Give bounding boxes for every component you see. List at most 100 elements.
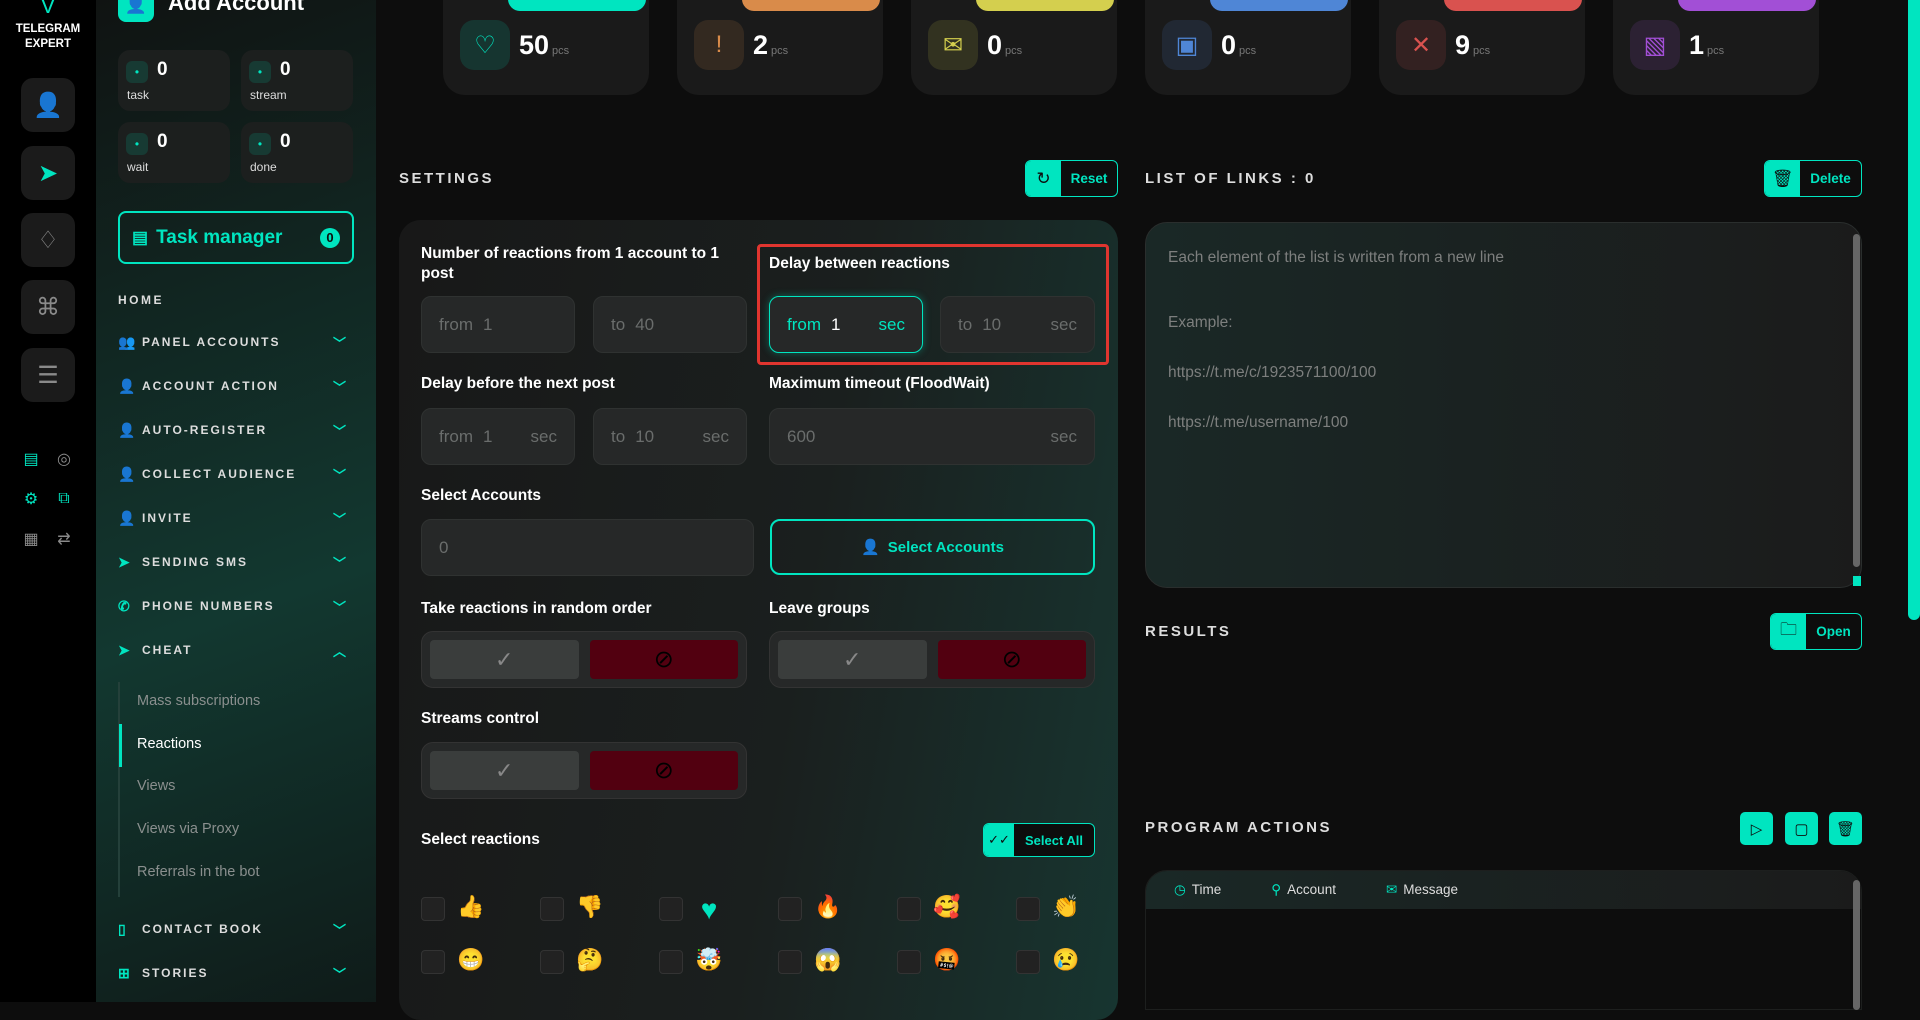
menu-collect-audience[interactable]: 👤 COLLECT AUDIENCE ﹀ xyxy=(118,462,354,486)
reaction-checkbox-thinking[interactable] xyxy=(540,950,564,974)
stat-tab[interactable] xyxy=(742,0,880,11)
resize-handle[interactable] xyxy=(1853,576,1861,586)
swap-icon[interactable]: ⇄ xyxy=(57,531,71,548)
max-timeout-input[interactable]: 600 sec xyxy=(769,408,1095,465)
select-all-button[interactable]: ✓✓ Select All xyxy=(983,823,1095,857)
reaction-checkbox-thumbs-up[interactable] xyxy=(421,897,445,921)
check-icon[interactable]: ✓ xyxy=(778,640,927,679)
hourglass-icon: • xyxy=(126,133,148,155)
column-account: ⚲ Account xyxy=(1271,882,1336,897)
streams-control-toggle[interactable]: ✓ ⊘ xyxy=(421,742,747,799)
menu-cheat[interactable]: ➤ CHEAT ︿ xyxy=(118,638,354,662)
reactions-from-input[interactable]: from 1 xyxy=(421,296,575,353)
nav-home[interactable]: HOME xyxy=(118,293,164,307)
play-button[interactable]: ▷ xyxy=(1740,812,1773,845)
menu-panel-accounts[interactable]: 👥 PANEL ACCOUNTS ﹀ xyxy=(118,330,354,354)
submenu-views[interactable]: Views xyxy=(137,778,176,794)
reaction-checkbox-crying[interactable] xyxy=(1016,950,1040,974)
open-results-button[interactable]: 🗀 Open xyxy=(1770,613,1862,650)
stop-button[interactable]: ▢ xyxy=(1785,812,1818,845)
reaction-checkbox-mind-blown[interactable] xyxy=(659,950,683,974)
links-textarea[interactable]: Each element of the list is written from… xyxy=(1145,222,1862,588)
diamond-icon: ♢ xyxy=(37,226,59,254)
stat-label: done xyxy=(250,160,277,174)
send-nav-button[interactable]: ➤ xyxy=(21,146,75,200)
menu-phone-numbers[interactable]: ✆ PHONE NUMBERS ﹀ xyxy=(118,594,354,618)
delay-between-to-input[interactable]: to 10 sec xyxy=(940,296,1095,353)
delay-next-to-input[interactable]: to 10 sec xyxy=(593,408,747,465)
reactions-to-input[interactable]: to 40 xyxy=(593,296,747,353)
page-scrollbar[interactable] xyxy=(1908,0,1920,620)
user-list-icon: 👤 xyxy=(118,465,138,482)
user-icon: 👤 xyxy=(861,539,880,556)
stat-value: 0 pcs xyxy=(1221,30,1256,61)
stat-value: 2 pcs xyxy=(753,30,788,61)
submenu-views-via-proxy[interactable]: Views via Proxy xyxy=(137,821,240,837)
icon-rail: V TELEGRAM EXPERT 👤 ➤ ♢ ⌘ ☰ ▤ ◎ ⚙ ⧉ ▦ ⇄ xyxy=(0,0,96,1002)
reaction-checkbox-grin[interactable] xyxy=(421,950,445,974)
command-nav-button[interactable]: ⌘ xyxy=(21,280,75,334)
menu-invite[interactable]: 👤 INVITE ﹀ xyxy=(118,506,354,530)
check-icon[interactable]: ✓ xyxy=(430,640,579,679)
user-network-icon[interactable]: ◎ xyxy=(57,451,71,468)
menu-stories[interactable]: ⊞ STORIES ﹀ xyxy=(118,961,354,985)
accounts-count: 0 xyxy=(439,537,449,557)
menu-auto-register[interactable]: 👤 AUTO-REGISTER ﹀ xyxy=(118,418,354,442)
reaction-checkbox-scream[interactable] xyxy=(778,950,802,974)
add-account-icon[interactable]: 👤 xyxy=(118,0,154,22)
user-nav-button[interactable]: 👤 xyxy=(21,78,75,132)
reaction-checkbox-clap[interactable] xyxy=(1016,897,1040,921)
reaction-checkbox-fire[interactable] xyxy=(778,897,802,921)
menu-contact-book[interactable]: ▯ CONTACT BOOK ﹀ xyxy=(118,917,354,941)
stat-tab[interactable] xyxy=(976,0,1114,11)
select-reactions-label: Select reactions xyxy=(421,831,540,848)
settings-gear-icon[interactable]: ⚙ xyxy=(23,491,39,508)
from-value: 1 xyxy=(831,314,841,334)
stat-number: 50 xyxy=(519,30,550,60)
user-plus-icon: 👤 xyxy=(118,421,138,438)
submenu-referrals-in-the-bot[interactable]: Referrals in the bot xyxy=(137,864,260,880)
stat-tab[interactable] xyxy=(1210,0,1348,11)
accounts-count-input[interactable]: 0 xyxy=(421,519,754,576)
add-account-button[interactable]: Add Account xyxy=(168,0,305,15)
delay-next-from-input[interactable]: from 1 sec xyxy=(421,408,575,465)
log-scrollbar[interactable] xyxy=(1853,880,1860,1010)
submenu-reactions[interactable]: Reactions xyxy=(137,736,202,752)
menu-sending-sms[interactable]: ➤ SENDING SMS ﹀ xyxy=(118,550,354,574)
settings-title: SETTINGS xyxy=(399,170,495,187)
forbidden-icon[interactable]: ⊘ xyxy=(589,640,738,679)
submenu-mass-subscriptions[interactable]: Mass subscriptions xyxy=(137,693,261,709)
task-manager-button[interactable]: ▤ Task manager 0 xyxy=(118,211,354,264)
check-icon[interactable]: ✓ xyxy=(430,751,579,790)
diamond-nav-button[interactable]: ♢ xyxy=(21,213,75,267)
server-check-icon[interactable]: ▤ xyxy=(23,451,39,468)
forbidden-icon[interactable]: ⊘ xyxy=(589,751,738,790)
textarea-scrollbar[interactable] xyxy=(1853,234,1860,567)
code-window-icon[interactable]: ⧉ xyxy=(58,490,70,507)
stat-tab[interactable] xyxy=(508,0,646,11)
delete-links-button[interactable]: 🗑 Delete xyxy=(1764,160,1862,197)
checklist-icon[interactable]: ▦ xyxy=(23,531,39,548)
delay-next-post-label: Delay before the next post xyxy=(421,375,615,392)
select-accounts-button[interactable]: 👤 Select Accounts xyxy=(770,519,1095,575)
delay-between-from-input[interactable]: from 1 sec xyxy=(769,296,923,353)
stat-tab[interactable] xyxy=(1678,0,1816,11)
stat-value: 0 xyxy=(280,59,291,80)
chevron-down-icon: ﹀ xyxy=(332,599,348,615)
unit-label: sec xyxy=(1050,314,1077,334)
database-nav-button[interactable]: ☰ xyxy=(21,348,75,402)
clock-icon: ◷ xyxy=(1174,882,1186,897)
stat-label: wait xyxy=(127,160,149,174)
reaction-checkbox-heart[interactable] xyxy=(659,897,683,921)
random-order-toggle[interactable]: ✓ ⊘ xyxy=(421,631,747,688)
clear-log-button[interactable]: 🗑 xyxy=(1829,812,1862,845)
reaction-checkbox-thumbs-down[interactable] xyxy=(540,897,564,921)
stat-tab[interactable] xyxy=(1444,0,1582,11)
reaction-checkbox-smiling-hearts[interactable] xyxy=(897,897,921,921)
leave-groups-toggle[interactable]: ✓ ⊘ xyxy=(769,631,1095,688)
stat-unit: pcs xyxy=(771,45,789,57)
reaction-checkbox-cursing[interactable] xyxy=(897,950,921,974)
forbidden-icon[interactable]: ⊘ xyxy=(937,640,1086,679)
menu-account-action[interactable]: 👤 ACCOUNT ACTION ﹀ xyxy=(118,374,354,398)
reset-button[interactable]: ↻ Reset xyxy=(1025,160,1118,197)
